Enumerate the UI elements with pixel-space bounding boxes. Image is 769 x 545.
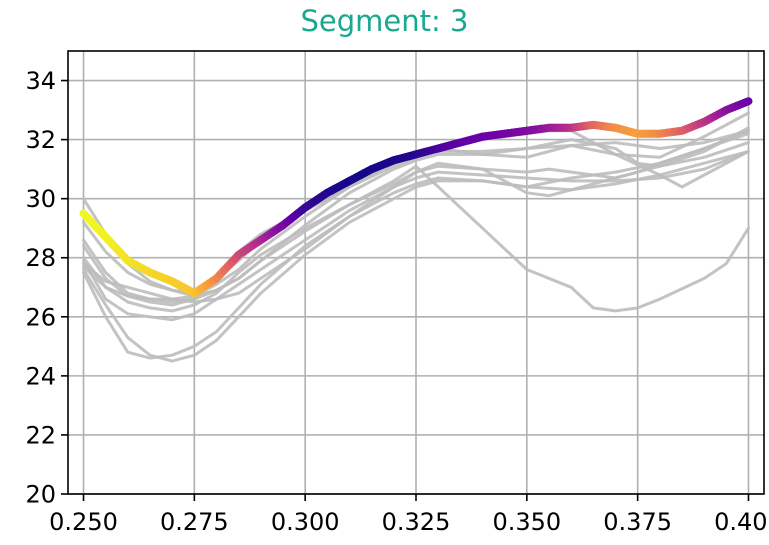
x-tick-label: 0.400 — [714, 508, 769, 536]
y-tick-label: 34 — [25, 67, 56, 95]
chart-title: Segment: 3 — [0, 4, 769, 38]
x-tick-label: 0.275 — [160, 508, 229, 536]
y-tick-label: 24 — [25, 362, 56, 390]
y-tick-label: 22 — [25, 421, 56, 449]
x-tick-label: 0.375 — [603, 508, 672, 536]
y-tick-label: 26 — [25, 303, 56, 331]
highlight-series-segment — [745, 101, 749, 102]
x-tick-label: 0.350 — [492, 508, 561, 536]
y-tick-label: 32 — [25, 126, 56, 154]
x-tick-label: 0.300 — [271, 508, 340, 536]
x-tick-label: 0.325 — [382, 508, 451, 536]
y-tick-label: 30 — [25, 185, 56, 213]
y-tick-label: 28 — [25, 244, 56, 272]
x-tick-label: 0.250 — [49, 508, 118, 536]
y-tick-label: 20 — [25, 481, 56, 509]
